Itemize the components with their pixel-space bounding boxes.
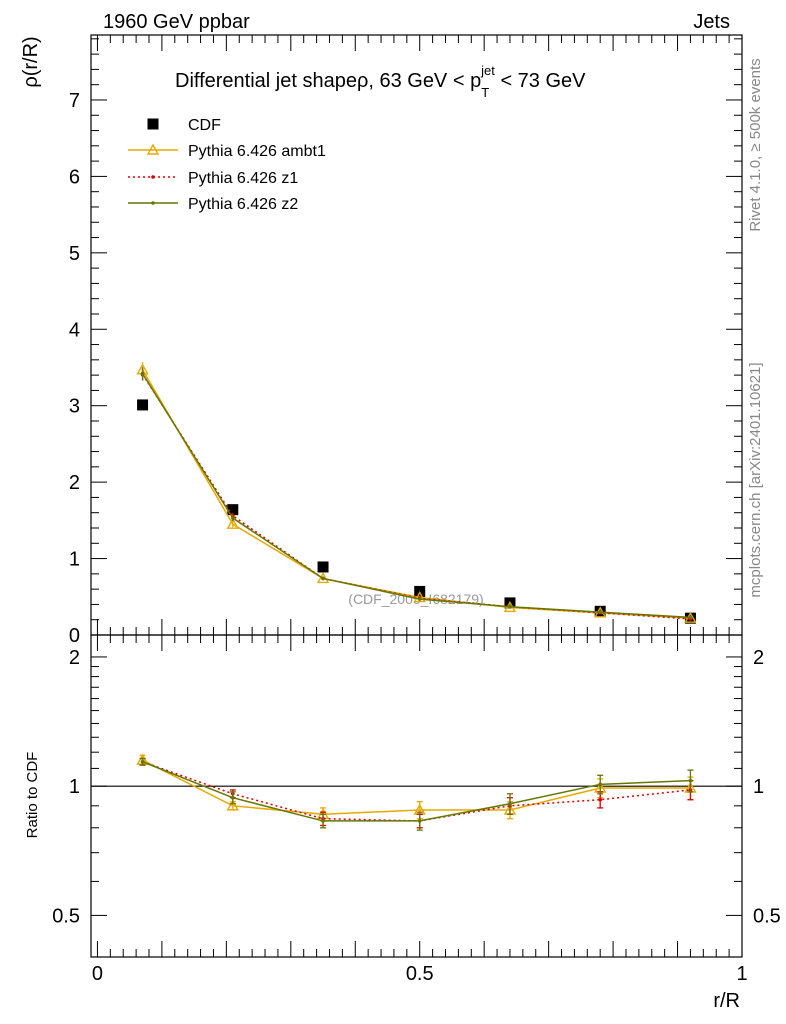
ratio-dot [508,801,512,806]
ambt1-data-point [316,571,330,584]
legend-triangle-marker [146,143,160,155]
y-tick-label: 1 [69,549,80,571]
legend-dot-marker [151,175,155,179]
x-tick-label: 0 [92,963,103,985]
series-dot [321,576,325,581]
ratio-dot [417,819,422,823]
legend-label: Pythia 6.426 ambt1 [188,143,326,160]
ambt1-data-point [413,591,426,603]
cdf-data-point [317,561,329,573]
series-line-1 [141,369,691,619]
ratio-dot [688,778,693,783]
main-plot-marks [136,362,697,624]
ratio-plot-marks [91,753,742,831]
tick-labels: 0 0.5 1 0 1 2 3 4 5 6 7 0.5 0.5 1 1 2 2 [52,90,781,985]
legend-label: CDF [188,117,221,134]
axis-ticks [91,35,743,957]
ratio-line-1 [142,759,691,816]
y-tick-label: 2 [69,472,80,494]
mcplots-label: mcplots.cern.ch [arXiv:2401.10621] [747,362,764,597]
ratio-dot [598,797,602,802]
legend: CDF Pythia 6.426 ambt1 Pythia 6.426 z1 Pyth… [128,117,326,213]
ratio-tick-label-left: 0.5 [52,905,80,927]
ratio-tick-label-right: 0.5 [753,905,781,927]
chart-title: Differential jet shapeρ, 63 GeV < pTjet … [175,63,586,100]
y-axis-label: ρ(r/R) [20,36,42,87]
series-dot [508,604,512,609]
y-tick-label: 3 [69,396,80,418]
y-tick-label: 4 [69,319,80,341]
y-tick-label: 6 [69,166,80,188]
legend-label: Pythia 6.426 z1 [188,170,298,187]
ambt1-data-point [226,517,239,529]
series-dot [417,597,422,601]
rivet-label: Rivet 4.1.0, ≥ 500k events [747,58,764,231]
ratio-dot [321,819,325,823]
legend-label: Pythia 6.426 z2 [188,196,298,213]
cdf-data-point [137,399,149,411]
series-dot [688,615,693,620]
legend-cdf-marker [147,118,159,130]
series-dot [140,371,145,376]
y-tick-label: 7 [69,90,80,112]
ratio-tick-label-left: 1 [69,776,80,798]
ratio-tick-label-right: 2 [753,647,764,669]
series-dot [231,516,235,520]
x-axis-label: r/R [713,990,740,1012]
legend-dot-marker [151,201,155,205]
ratio-tick-label-right: 1 [753,776,764,798]
x-tick-label: 1 [736,963,747,985]
ratio-dot [140,759,145,764]
y-tick-label: 0 [69,625,80,647]
ratio-dot [231,795,235,800]
ratio-tick-label-left: 2 [69,647,80,669]
header-left: 1960 GeV ppbar [103,11,250,33]
ambt1-ratio-point [226,799,239,811]
x-tick-label: 0.5 [406,963,434,985]
series-line-2 [141,373,691,620]
ratio-plot-frame [90,634,743,958]
series-line-3 [141,373,691,619]
ratio-axis-label: Ratio to CDF [24,752,41,839]
series-dot [598,610,602,614]
header-right: Jets [693,11,730,33]
cdf-data-point [227,504,239,516]
y-tick-label: 5 [69,243,80,265]
ratio-dot [598,782,602,787]
